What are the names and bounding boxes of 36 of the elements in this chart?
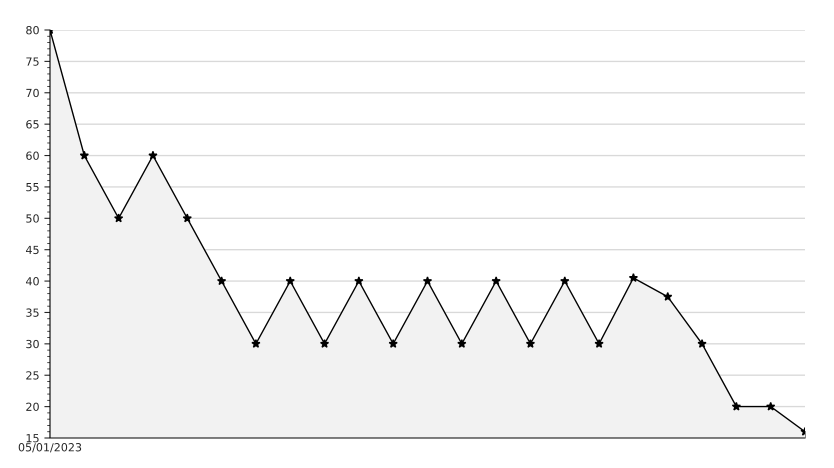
y-tick-label: 80 [26, 26, 39, 34]
point [628, 273, 638, 282]
point [80, 150, 89, 160]
point [286, 276, 295, 286]
point [422, 276, 432, 286]
point [663, 292, 672, 301]
point [732, 402, 742, 411]
y-tick-label: 50 [26, 214, 39, 223]
y-tick-label: 20 [26, 402, 39, 411]
x-tick-label: 05/01/2023 [18, 443, 82, 452]
point [560, 276, 570, 286]
point [388, 338, 398, 348]
y-tick-label: 45 [26, 246, 39, 254]
point [320, 338, 330, 348]
y-tick-label: 15 [26, 434, 39, 442]
point [594, 338, 604, 348]
y-tick-label: 55 [26, 183, 39, 192]
y-tick-label: 30 [26, 340, 39, 348]
y-tick-label: 25 [26, 371, 39, 380]
point [182, 213, 192, 222]
y-tick-label: 65 [26, 120, 39, 129]
point [526, 338, 536, 348]
point [697, 338, 707, 348]
point [148, 150, 158, 160]
point [491, 276, 501, 286]
y-tick-label: 75 [26, 58, 39, 66]
point [457, 338, 466, 348]
point [766, 402, 776, 411]
point [114, 213, 124, 222]
y-tick-label: 70 [26, 88, 39, 98]
point [251, 338, 261, 348]
y-tick-label: 35 [26, 308, 39, 317]
point [216, 276, 226, 286]
y-tick-label: 40 [26, 277, 39, 286]
point [354, 276, 364, 286]
y-tick-label: 60 [26, 152, 39, 160]
